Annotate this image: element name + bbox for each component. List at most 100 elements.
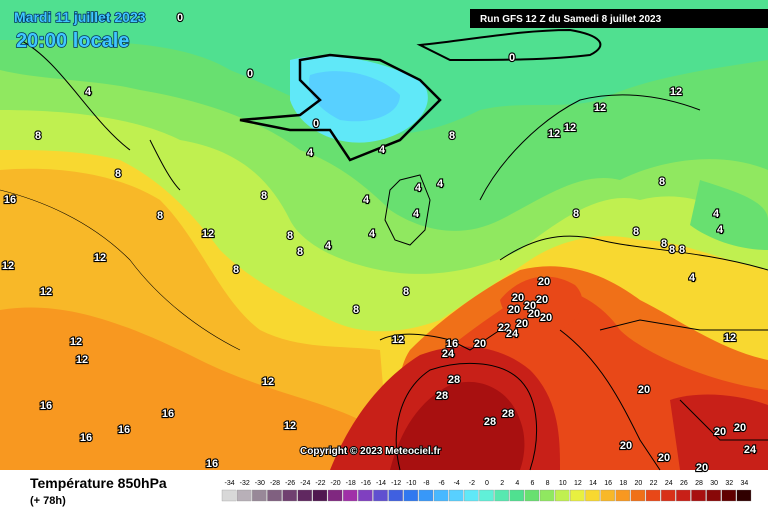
colorbar-swatch — [479, 489, 494, 502]
colorbar-label: 16 — [604, 480, 612, 487]
colorbar-swatch — [691, 489, 706, 502]
colorbar-swatch — [585, 489, 600, 502]
contour-label: 20 — [524, 300, 536, 312]
contour-label: 16 — [80, 432, 92, 444]
contour-label: 16 — [206, 458, 218, 470]
contour-label: 12 — [594, 102, 606, 114]
colorbar-swatch — [388, 489, 403, 502]
contour-label: 0 — [509, 52, 515, 64]
contour-label: 4 — [307, 147, 314, 159]
contour-label: 4 — [363, 194, 370, 206]
colorbar-label: 34 — [741, 480, 749, 487]
colorbar-label: -30 — [255, 480, 265, 487]
colorbar-label: 2 — [500, 480, 504, 487]
colorbar-label: 28 — [695, 480, 703, 487]
contour-label: 28 — [448, 374, 460, 386]
contour-label: 4 — [85, 86, 92, 98]
contour-label: 12 — [70, 336, 82, 348]
contour-label: 8 — [115, 168, 121, 180]
colorbar-swatch — [645, 489, 661, 502]
contour-label: 20 — [516, 318, 528, 330]
contour-label: 12 — [76, 354, 88, 366]
colorbar-swatch — [282, 489, 297, 502]
colorbar-label: -2 — [469, 480, 475, 487]
colorbar-label: 22 — [650, 480, 658, 487]
contour-label: 20 — [536, 294, 548, 306]
contour-label: 16 — [446, 338, 458, 350]
colorbar-swatch — [342, 489, 358, 502]
contour-label: 12 — [284, 420, 296, 432]
contour-label: 16 — [40, 400, 52, 412]
colorbar-label: 0 — [485, 480, 489, 487]
contour-label: 8 — [633, 226, 639, 238]
colorbar-label: 32 — [725, 480, 733, 487]
colorbar-label: 30 — [710, 480, 718, 487]
contour-label: 8 — [297, 246, 303, 258]
colorbar-swatch — [252, 489, 267, 502]
contour-label: 16 — [162, 408, 174, 420]
contour-label: 12 — [262, 376, 274, 388]
contour-label: 28 — [436, 390, 448, 402]
colorbar: -34 -32 -30 -28 -26 -24 -22 -20 -18 -16 -14 -12 -10-… — [221, 480, 752, 502]
colorbar-swatch — [358, 489, 373, 502]
contour-label: 0 — [313, 118, 319, 130]
colorbar-label: -4 — [454, 480, 460, 487]
contour-label: 24 — [744, 444, 757, 456]
colorbar-swatch — [433, 489, 449, 502]
lead-time: (+ 78h) — [30, 495, 66, 507]
colorbar-swatch — [539, 489, 555, 502]
colorbar-swatch — [494, 489, 509, 502]
colorbar-label: -8 — [423, 480, 429, 487]
contour-label: 8 — [659, 176, 665, 188]
contour-label: 12 — [548, 128, 560, 140]
contour-label: 20 — [714, 426, 726, 438]
contour-label: 20 — [474, 338, 486, 350]
colorbar-label: 24 — [665, 480, 673, 487]
contour-label: 8 — [573, 208, 579, 220]
colorbar-swatch — [524, 489, 540, 502]
colorbar-swatch — [736, 489, 752, 502]
contour-label: 0 — [247, 68, 253, 80]
colorbar-label: -24 — [300, 480, 310, 487]
colorbar-swatch — [554, 489, 570, 502]
colorbar-label: 10 — [559, 480, 567, 487]
run-info: Run GFS 12 Z du Samedi 8 juillet 2023 — [480, 14, 662, 25]
colorbar-label: -14 — [376, 480, 386, 487]
contour-label: 12 — [94, 252, 106, 264]
colorbar-label: 6 — [530, 480, 534, 487]
colorbar-label: -16 — [361, 480, 371, 487]
contour-label: 20 — [538, 276, 550, 288]
contour-label: 8 — [35, 130, 41, 142]
copyright: Copyright © 2023 Meteociel.fr — [300, 446, 441, 457]
colorbar-swatch — [267, 489, 282, 502]
contour-label: 20 — [508, 304, 520, 316]
colorbar-label: -18 — [346, 480, 356, 487]
colorbar-swatch — [403, 489, 419, 502]
contour-label: 8 — [287, 230, 293, 242]
colorbar-swatch — [615, 489, 631, 502]
colorbar-label: -20 — [331, 480, 341, 487]
colorbar-label: 8 — [546, 480, 550, 487]
contour-label: 20 — [734, 422, 746, 434]
forecast-date: Mardi 11 juillet 2023 — [14, 9, 146, 25]
colorbar-swatch — [418, 489, 434, 502]
colorbar-label: 26 — [680, 480, 688, 487]
contour-label: 20 — [620, 440, 632, 452]
contour-label: 20 — [528, 308, 540, 320]
colorbar-swatch — [464, 489, 479, 502]
contour-label: 8 — [261, 190, 267, 202]
colorbar-swatch — [221, 489, 237, 502]
contour-label: 4 — [689, 272, 696, 284]
contour-label: 20 — [696, 462, 708, 474]
contour-label: 24 — [506, 328, 519, 340]
colorbar-swatch — [373, 489, 388, 502]
local-time: 20:00 locale — [16, 30, 129, 52]
contour-label: 4 — [413, 208, 420, 220]
colorbar-label: -10 — [406, 480, 416, 487]
contour-label: 8 — [669, 244, 675, 256]
contour-label: 20 — [540, 312, 552, 324]
colorbar-label: -26 — [285, 480, 295, 487]
colorbar-label: -6 — [438, 480, 444, 487]
colorbar-swatch — [600, 489, 615, 502]
